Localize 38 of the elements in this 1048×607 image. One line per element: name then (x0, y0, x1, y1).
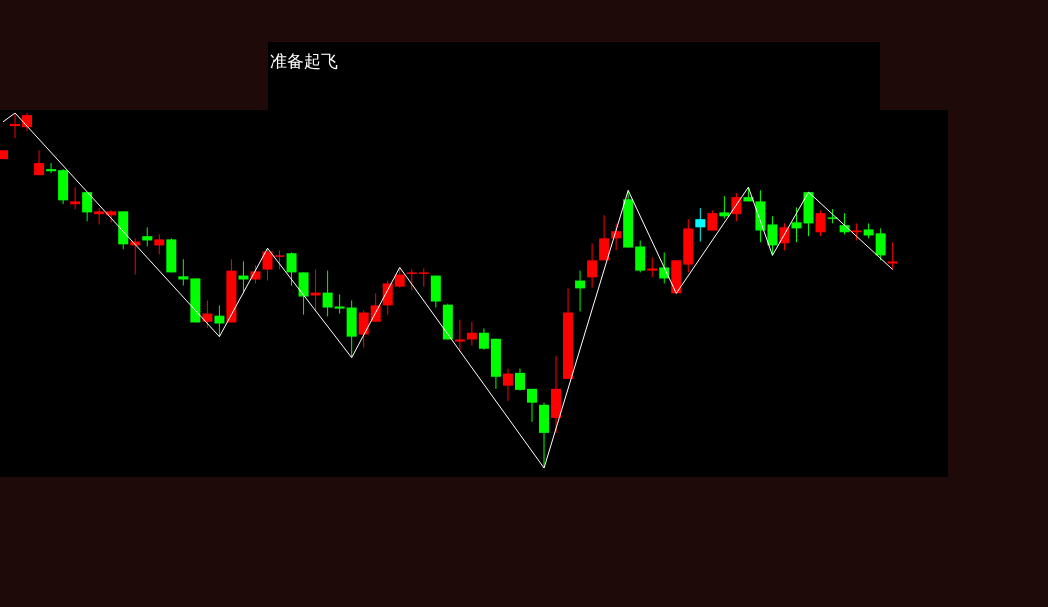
candlestick (322, 270, 333, 317)
candlestick (514, 368, 525, 392)
candlestick (478, 327, 489, 351)
candlestick (587, 242, 598, 289)
candlestick (707, 209, 718, 231)
candlestick (647, 256, 658, 278)
candlestick (154, 233, 165, 255)
candlestick (334, 293, 345, 315)
candlestick (22, 113, 33, 132)
candlestick (46, 162, 57, 174)
candlestick (575, 270, 586, 312)
candlestick (527, 388, 537, 423)
candlestick (82, 191, 93, 222)
candlestick (262, 247, 273, 282)
candlestick (599, 214, 610, 261)
candlestick (34, 149, 45, 176)
candlestick (178, 258, 189, 287)
chart-title: 准备起飞 (270, 50, 338, 73)
candlestick (791, 206, 802, 243)
candlestick (815, 209, 826, 237)
candlestick (394, 266, 405, 289)
candlestick (10, 113, 21, 139)
candlestick (358, 309, 369, 349)
candlestick (418, 267, 429, 288)
candlestick (286, 252, 297, 287)
candlestick (695, 207, 706, 243)
candlestick (70, 186, 81, 210)
candlestick (719, 195, 730, 219)
candlestick (214, 304, 225, 338)
candlestick (142, 226, 153, 247)
candlestick (406, 269, 417, 291)
candlestick (274, 249, 285, 271)
candlestick (887, 241, 898, 271)
candlestick (875, 227, 886, 261)
candlestick (454, 319, 465, 353)
candlestick (502, 368, 513, 402)
candlestick (767, 215, 778, 256)
candlestick (466, 321, 477, 347)
